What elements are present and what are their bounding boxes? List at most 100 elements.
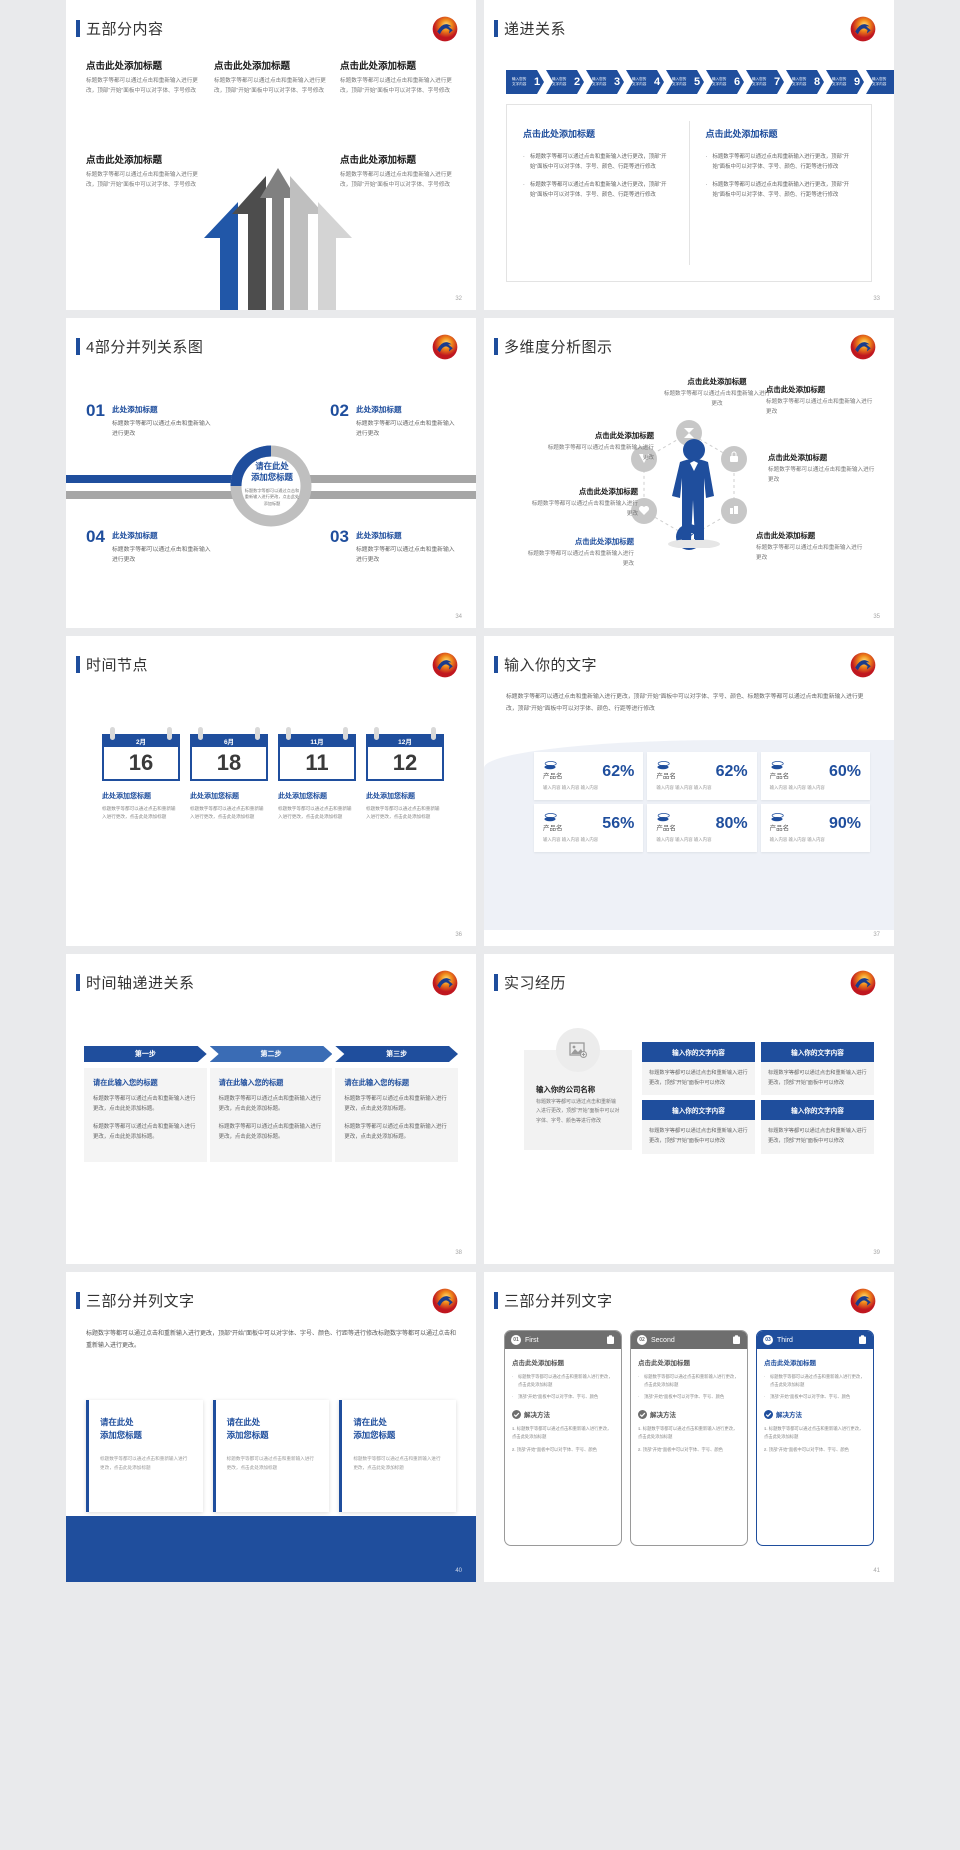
ps-card-3[interactable]: 03 Third 点击此处添加标题 标题数字等都可以通过点击和重新输入进行更改，…: [756, 1330, 874, 1546]
chevron-step[interactable]: 输入您的 文字内容 5: [666, 70, 704, 94]
slide-41[interactable]: 三部分并列文字 01 First 点击此处添加标题 标题数字等都可以通过点击和重…: [484, 1272, 894, 1582]
step-arrow-1[interactable]: 第一步: [84, 1046, 207, 1062]
coins-icon: [657, 813, 670, 822]
card-header: 03 Third: [757, 1331, 873, 1349]
experience-cell[interactable]: 输入你的文字内容 标题数字等都可以通过点击和重新输入进行更改，顶部“开始”面板中…: [761, 1100, 874, 1154]
stat-name: 产品名: [543, 773, 563, 780]
step-box-2[interactable]: 请在此输入您的标题 标题数字等都可以通过点击和重新输入进行更改，点击此处添加标题…: [209, 1068, 333, 1162]
businessman-silhouette: [668, 439, 720, 548]
card-subtitle: 点击此处添加标题: [512, 1360, 564, 1367]
company-logo-icon: [432, 16, 458, 42]
quadrant-number: 02: [330, 401, 349, 420]
quadrant-01[interactable]: 01 此处添加标题 标题数字等都可以通过点击和重新输入进行更改: [86, 401, 212, 439]
calendar-card-2[interactable]: 6月 18: [190, 727, 268, 781]
item-2[interactable]: 点击此处添加标题 标题数字等都可以通过点击和重新输入进行更改，顶部“开始”面板中…: [214, 58, 332, 97]
slide-35[interactable]: 多维度分析图示: [484, 318, 894, 628]
slide-32[interactable]: 五部分内容 点击此处添加标题 标题数字等都可以通过点击和重新输入进行更改，顶部“…: [66, 0, 476, 310]
chevron-step[interactable]: 输入您的 文字内容 3: [586, 70, 624, 94]
page-number: 36: [455, 932, 462, 938]
item-1[interactable]: 点击此处添加标题 标题数字等都可以通过点击和重新输入进行更改，顶部“开始”面板中…: [86, 58, 204, 97]
stat-card[interactable]: 产品名 90% 输入内容 输入内容 输入内容: [760, 804, 870, 852]
solution-label: 解决方法: [650, 1412, 676, 1420]
node-label-5[interactable]: 点击此处添加标题 标题数字等都可以通过点击和重新输入进行更改: [528, 486, 638, 519]
hourglass-icon: [684, 428, 694, 438]
text-card-2[interactable]: 请在此处 添加您标题 标题数字等都可以通过点击和重新输入进行更改，点击此处添加标题: [212, 1400, 330, 1512]
node-label-7[interactable]: 点击此处添加标题 标题数字等都可以通过点击和重新输入进行更改: [756, 530, 866, 563]
calendar-card-4[interactable]: 12月 12: [366, 727, 444, 781]
issue-item: 标题数字等都可以通过点击和重新输入进行更改，点击此处添加标题: [764, 1373, 866, 1388]
calendar-day: 12: [366, 747, 444, 781]
box-title: 请在此输入您的标题: [218, 1078, 284, 1087]
slide-40[interactable]: 三部分并列文字 标题数字等都可以通过点击和重新输入进行更改，顶部“开始”面板中可…: [66, 1272, 476, 1582]
quadrant-03[interactable]: 03 此处添加标题 标题数字等都可以通过点击和重新输入进行更改: [330, 527, 456, 565]
ps-card-2[interactable]: 02 Second 点击此处添加标题 标题数字等都可以通过点击和重新输入进行更改…: [630, 1330, 748, 1546]
calendar-caption-3[interactable]: 此处添加您标题 标题数字等都可以通过点击和重新输入进行更改，点击此处添加标题: [278, 791, 356, 821]
slide-36[interactable]: 时间节点 2月 16 此处添加您标题 标题数字等都可以通过点击和重新输入进行更改…: [66, 636, 476, 946]
chevron-step[interactable]: 输入您的 文字内容 7: [746, 70, 784, 94]
calendar-card-1[interactable]: 2月 16: [102, 727, 180, 781]
stat-name: 产品名: [656, 825, 676, 832]
solution-item: 2. 顶部“开始”面板中可以对字体、字号、颜色: [638, 1446, 740, 1454]
node-label-3[interactable]: 点击此处添加标题 标题数字等都可以通过点击和重新输入进行更改: [544, 430, 654, 463]
three-card-row: 请在此处 添加您标题 标题数字等都可以通过点击和重新输入进行更改，点击此处添加标题…: [86, 1400, 456, 1512]
chevron-step[interactable]: 输入您的 文字内容 2: [546, 70, 584, 94]
step-arrow-2[interactable]: 第二步: [210, 1046, 333, 1062]
node-label-2[interactable]: 点击此处添加标题 标题数字等都可以通过点击和重新输入进行更改: [766, 384, 876, 417]
connector-bar-right-bottom: [306, 491, 476, 499]
experience-cell[interactable]: 输入你的文字内容 标题数字等都可以通过点击和重新输入进行更改，顶部“开始”面板中…: [761, 1042, 874, 1096]
chevron-step[interactable]: 输入您的 文字内容 6: [706, 70, 744, 94]
calendar-caption-4[interactable]: 此处添加您标题 标题数字等都可以通过点击和重新输入进行更改，点击此处添加标题: [366, 791, 444, 821]
chevron-step[interactable]: 输入您的 文字内容 9: [826, 70, 864, 94]
node-label-1[interactable]: 点击此处添加标题 标题数字等都可以通过点击和重新输入进行更改: [662, 376, 772, 409]
card-badge: 02: [637, 1335, 647, 1345]
calendar-caption-2[interactable]: 此处添加您标题 标题数字等都可以通过点击和重新输入进行更改，点击此处添加标题: [190, 791, 268, 821]
stat-card[interactable]: 产品名 80% 输入内容 输入内容 输入内容: [647, 804, 757, 852]
stat-sub: 输入内容 输入内容 输入内容: [769, 785, 825, 790]
calendar-caption-1[interactable]: 此处添加您标题 标题数字等都可以通过点击和重新输入进行更改，点击此处添加标题: [102, 791, 180, 821]
item-5[interactable]: 点击此处添加标题 标题数字等都可以通过点击和重新输入进行更改，顶部“开始”面板中…: [340, 152, 458, 191]
chevron-step[interactable]: 输入您的文字内容10: [866, 70, 894, 94]
solution-label: 解决方法: [776, 1412, 802, 1420]
chevron-step[interactable]: 输入您的 文字内容 4: [626, 70, 664, 94]
slide-34[interactable]: 4部分并列关系图 请在此处 添加您标题 标题数字等都可以通过点击和重新输入进行更改…: [66, 318, 476, 628]
quadrant-02[interactable]: 02 此处添加标题 标题数字等都可以通过点击和重新输入进行更改: [330, 401, 456, 439]
stat-card[interactable]: 产品名 56% 输入内容 输入内容 输入内容: [534, 804, 644, 852]
chevron-step[interactable]: 输入您的 文字内容 1: [506, 70, 544, 94]
stat-name: 产品名: [543, 825, 563, 832]
page-number: 33: [873, 296, 880, 302]
slide-38[interactable]: 时间轴递进关系 第一步 第二步 第三步 请在此输入您的标题 标题数字等都可以通过…: [66, 954, 476, 1264]
panel-right[interactable]: 点击此处添加标题 标题数字等都可以通过点击和重新输入进行更改，顶部“开始”面板中…: [690, 105, 872, 281]
company-logo-icon: [850, 1288, 876, 1314]
cell-body: 标题数字等都可以通过点击和重新输入进行更改，顶部“开始”面板中可以修改: [761, 1062, 874, 1096]
page-title: 三部分并列文字: [86, 1293, 195, 1310]
chevron-step[interactable]: 输入您的 文字内容 8: [786, 70, 824, 94]
slide-37[interactable]: 输入你的文字 标题数字等都可以通过点击和重新输入进行更改，顶部“开始”面板中可以…: [484, 636, 894, 946]
connector-bar-right-top: [306, 475, 476, 483]
quadrant-04[interactable]: 04 此处添加标题 标题数字等都可以通过点击和重新输入进行更改: [86, 527, 212, 565]
stat-sub: 输入内容 输入内容 输入内容: [656, 785, 712, 790]
experience-cell[interactable]: 输入你的文字内容 标题数字等都可以通过点击和重新输入进行更改，顶部“开始”面板中…: [642, 1042, 755, 1096]
node-label-4[interactable]: 点击此处添加标题 标题数字等都可以通过点击和重新输入进行更改: [768, 452, 878, 485]
experience-cell[interactable]: 输入你的文字内容 标题数字等都可以通过点击和重新输入进行更改，顶部“开始”面板中…: [642, 1100, 755, 1154]
panel-left[interactable]: 点击此处添加标题 标题数字等都可以通过点击和重新输入进行更改，顶部“开始”面板中…: [507, 105, 689, 281]
step-box-1[interactable]: 请在此输入您的标题 标题数字等都可以通过点击和重新输入进行更改，点击此处添加标题…: [84, 1068, 207, 1162]
title-accent-bar: [76, 338, 80, 355]
item-title: 点击此处添加标题: [214, 61, 291, 72]
item-3[interactable]: 点击此处添加标题 标题数字等都可以通过点击和重新输入进行更改，顶部“开始”面板中…: [340, 58, 458, 97]
slide-33[interactable]: 递进关系 输入您的 文字内容 1 输入您的 文字内容 2 输入您的 文字内容 3 输入您的文…: [484, 0, 894, 310]
company-photo-card[interactable]: 输入你的公司名称 标题数字等都可以通过点击和重新输入进行更改，顶部“开始”面板中…: [524, 1028, 632, 1150]
text-card-3[interactable]: 请在此处 添加您标题 标题数字等都可以通过点击和重新输入进行更改，点击此处添加标题: [339, 1400, 456, 1512]
node-label-6[interactable]: 点击此处添加标题 标题数字等都可以通过点击和重新输入进行更改: [524, 536, 634, 569]
ps-card-1[interactable]: 01 First 点击此处添加标题 标题数字等都可以通过点击和重新输入进行更改，…: [504, 1330, 622, 1546]
quadrant-desc: 标题数字等都可以通过点击和重新输入进行更改: [112, 421, 211, 438]
calendar-card-3[interactable]: 11月 11: [278, 727, 356, 781]
step-arrow-3[interactable]: 第三步: [335, 1046, 458, 1062]
page-number: 34: [455, 614, 462, 620]
text-card-1[interactable]: 请在此处 添加您标题 标题数字等都可以通过点击和重新输入进行更改，点击此处添加标题: [86, 1400, 203, 1512]
stat-card[interactable]: 产品名 60% 输入内容 输入内容 输入内容: [760, 752, 870, 800]
stat-card[interactable]: 产品名 62% 输入内容 输入内容 输入内容: [534, 752, 644, 800]
step-box-3[interactable]: 请在此输入您的标题 标题数字等都可以通过点击和重新输入进行更改，点击此处添加标题…: [335, 1068, 459, 1162]
item-4[interactable]: 点击此处添加标题 标题数字等都可以通过点击和重新输入进行更改，顶部“开始”面板中…: [86, 152, 204, 191]
slide-39[interactable]: 实习经历 输入你的公司名称 标题数字等都可以通过点击和重新输入进行更改，顶部“开…: [484, 954, 894, 1264]
stat-card[interactable]: 产品名 62% 输入内容 输入内容 输入内容: [647, 752, 757, 800]
